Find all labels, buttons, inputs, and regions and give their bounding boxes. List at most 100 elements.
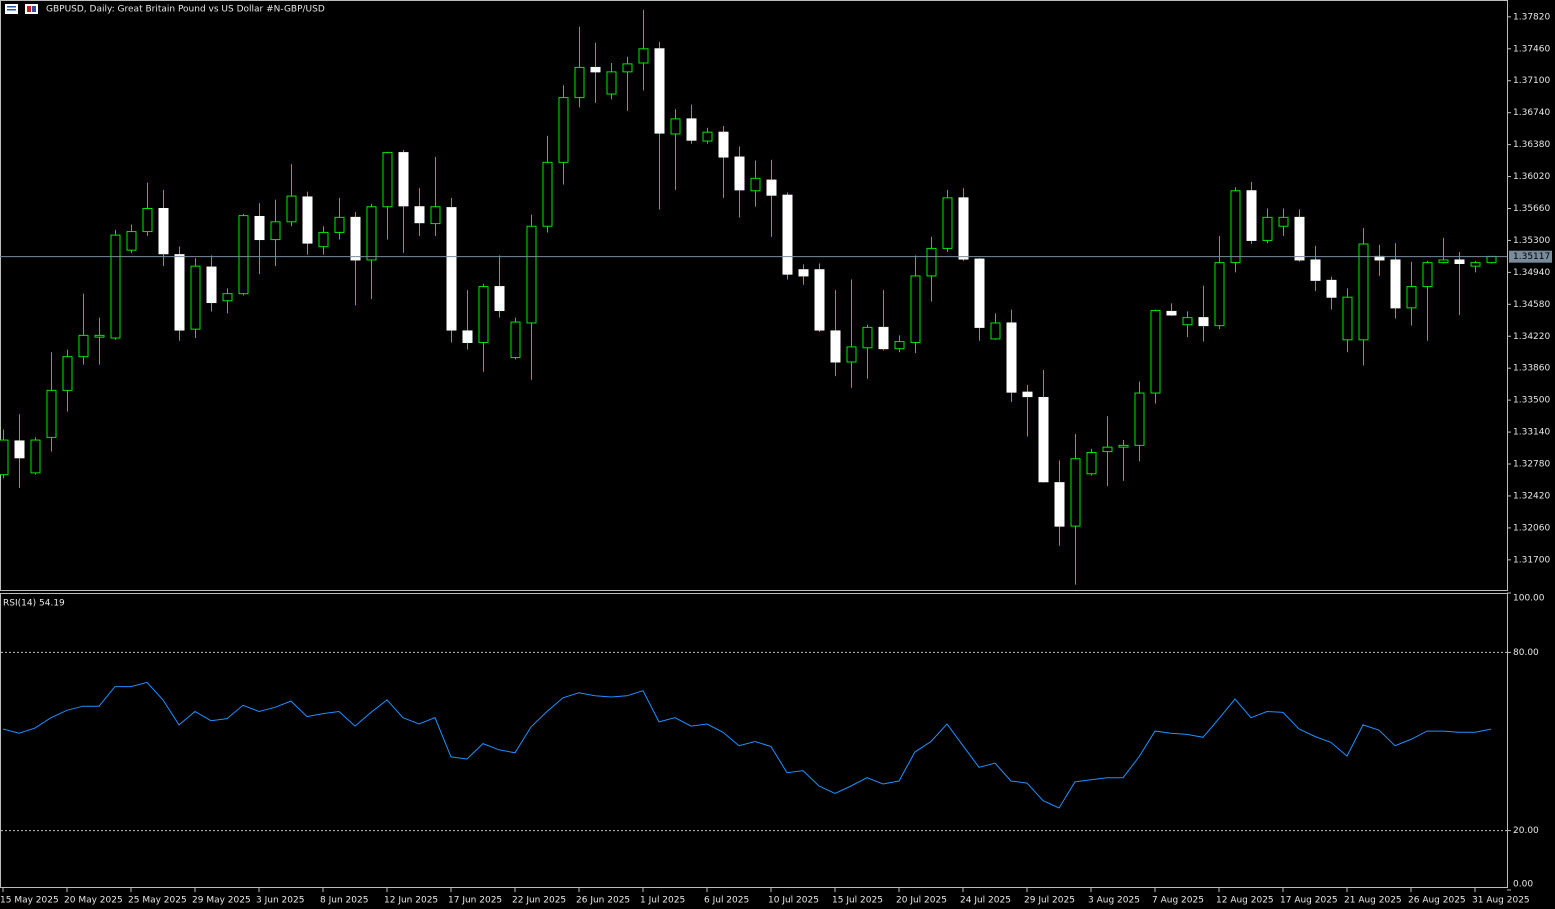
candle-body — [1022, 391, 1033, 398]
candle-body — [1102, 446, 1113, 453]
candle-body — [1086, 451, 1097, 475]
x-tick-label: 26 Aug 2025 — [1408, 896, 1466, 906]
candle-body — [878, 326, 889, 350]
y-tick-label: 1.37460 — [1513, 44, 1550, 54]
current-price-label: 1.35117 — [1513, 252, 1550, 262]
x-tick-label: 15 Jul 2025 — [832, 896, 883, 906]
candle-body — [990, 322, 1001, 340]
candle-body — [174, 254, 185, 331]
candle-body — [1294, 216, 1305, 261]
y-tick-label: 1.32420 — [1513, 491, 1550, 501]
current-price-box — [1509, 250, 1552, 263]
candle-body — [1310, 259, 1321, 281]
icon — [7, 6, 16, 8]
icon — [32, 6, 36, 12]
candle-body — [302, 196, 313, 244]
y-tick-label: 1.33140 — [1513, 428, 1550, 438]
y-tick-label: 1.31700 — [1513, 555, 1550, 565]
candle-body — [430, 206, 441, 225]
x-tick-label: 26 Jun 2025 — [576, 896, 630, 906]
x-tick-label: 31 Aug 2025 — [1472, 896, 1530, 906]
candle-body — [1166, 310, 1177, 316]
x-tick-label: 25 May 2025 — [128, 896, 187, 906]
candle-body — [718, 131, 729, 158]
x-tick-label: 21 Aug 2025 — [1344, 896, 1402, 906]
y-tick-label: 1.35660 — [1513, 204, 1550, 214]
x-tick-label: 1 Jul 2025 — [640, 896, 685, 906]
candle-body — [862, 326, 873, 349]
candle-body — [366, 206, 377, 261]
y-tick-label: 0.00 — [1513, 880, 1533, 890]
candle-body — [126, 231, 137, 251]
candle-body — [942, 197, 953, 249]
candle-body — [734, 156, 745, 191]
candle-body — [254, 215, 265, 241]
candle-body — [1278, 216, 1289, 227]
candle-body — [638, 48, 649, 64]
candle-body — [222, 293, 233, 302]
y-tick-label: 1.37820 — [1513, 12, 1550, 22]
x-tick-label: 20 May 2025 — [64, 896, 123, 906]
candle-body — [702, 131, 713, 142]
x-tick-label: 17 Aug 2025 — [1280, 896, 1338, 906]
x-tick-label: 8 Jun 2025 — [320, 896, 368, 906]
candle-body — [78, 334, 89, 358]
y-tick-label: 1.35300 — [1513, 236, 1550, 246]
candle-body — [1470, 262, 1481, 267]
candle-body — [46, 389, 57, 438]
y-tick-label: 20.00 — [1513, 826, 1539, 836]
candle-body — [590, 66, 601, 73]
candle-body — [318, 231, 329, 248]
candle-body — [1358, 243, 1369, 341]
candle-body — [814, 269, 825, 331]
candle-body — [606, 71, 617, 95]
candle-body — [62, 356, 73, 391]
y-tick-label: 80.00 — [1513, 648, 1539, 658]
candle-body — [1214, 262, 1225, 327]
candle-body — [894, 341, 905, 350]
candle-body — [334, 216, 345, 233]
candle-body — [654, 48, 665, 134]
candle-body — [350, 216, 361, 261]
x-tick-label: 29 May 2025 — [192, 896, 251, 906]
candle-body — [846, 346, 857, 363]
candle-body — [1406, 286, 1417, 309]
candle-body — [526, 225, 537, 324]
candle-body — [30, 439, 41, 474]
candle-body — [574, 66, 585, 99]
candle-body — [1070, 458, 1081, 527]
y-tick-label: 1.33860 — [1513, 364, 1550, 374]
candle-body — [1246, 190, 1257, 241]
candle-body — [1326, 279, 1337, 298]
y-tick-label: 1.34580 — [1513, 300, 1550, 310]
candle-body — [830, 330, 841, 363]
candle-body — [974, 258, 985, 328]
candle-body — [1262, 216, 1273, 241]
candle-body — [158, 207, 169, 255]
x-tick-label: 20 Jul 2025 — [896, 896, 947, 906]
x-tick-label: 3 Aug 2025 — [1088, 896, 1140, 906]
price-panel-frame — [0, 0, 1508, 591]
candle-body — [542, 161, 553, 227]
candle-body — [462, 330, 473, 343]
y-tick-label: 1.32780 — [1513, 460, 1550, 470]
candle-body — [1198, 317, 1209, 327]
y-tick-label: 1.32060 — [1513, 523, 1550, 533]
candle-body — [1150, 310, 1161, 394]
x-tick-label: 12 Aug 2025 — [1216, 896, 1274, 906]
x-tick-label: 7 Aug 2025 — [1152, 896, 1204, 906]
candle-body — [926, 247, 937, 277]
icon — [7, 9, 16, 11]
x-tick-label: 6 Jul 2025 — [704, 896, 749, 906]
candle-body — [1422, 262, 1433, 288]
candle-body — [94, 334, 105, 338]
candle-body — [446, 207, 457, 331]
symbol-icons — [5, 4, 38, 14]
candle-body — [414, 206, 425, 224]
candle-body — [782, 194, 793, 275]
y-tick-label: 1.36740 — [1513, 108, 1550, 118]
candle-body — [1054, 482, 1065, 527]
candle-body — [798, 269, 809, 277]
